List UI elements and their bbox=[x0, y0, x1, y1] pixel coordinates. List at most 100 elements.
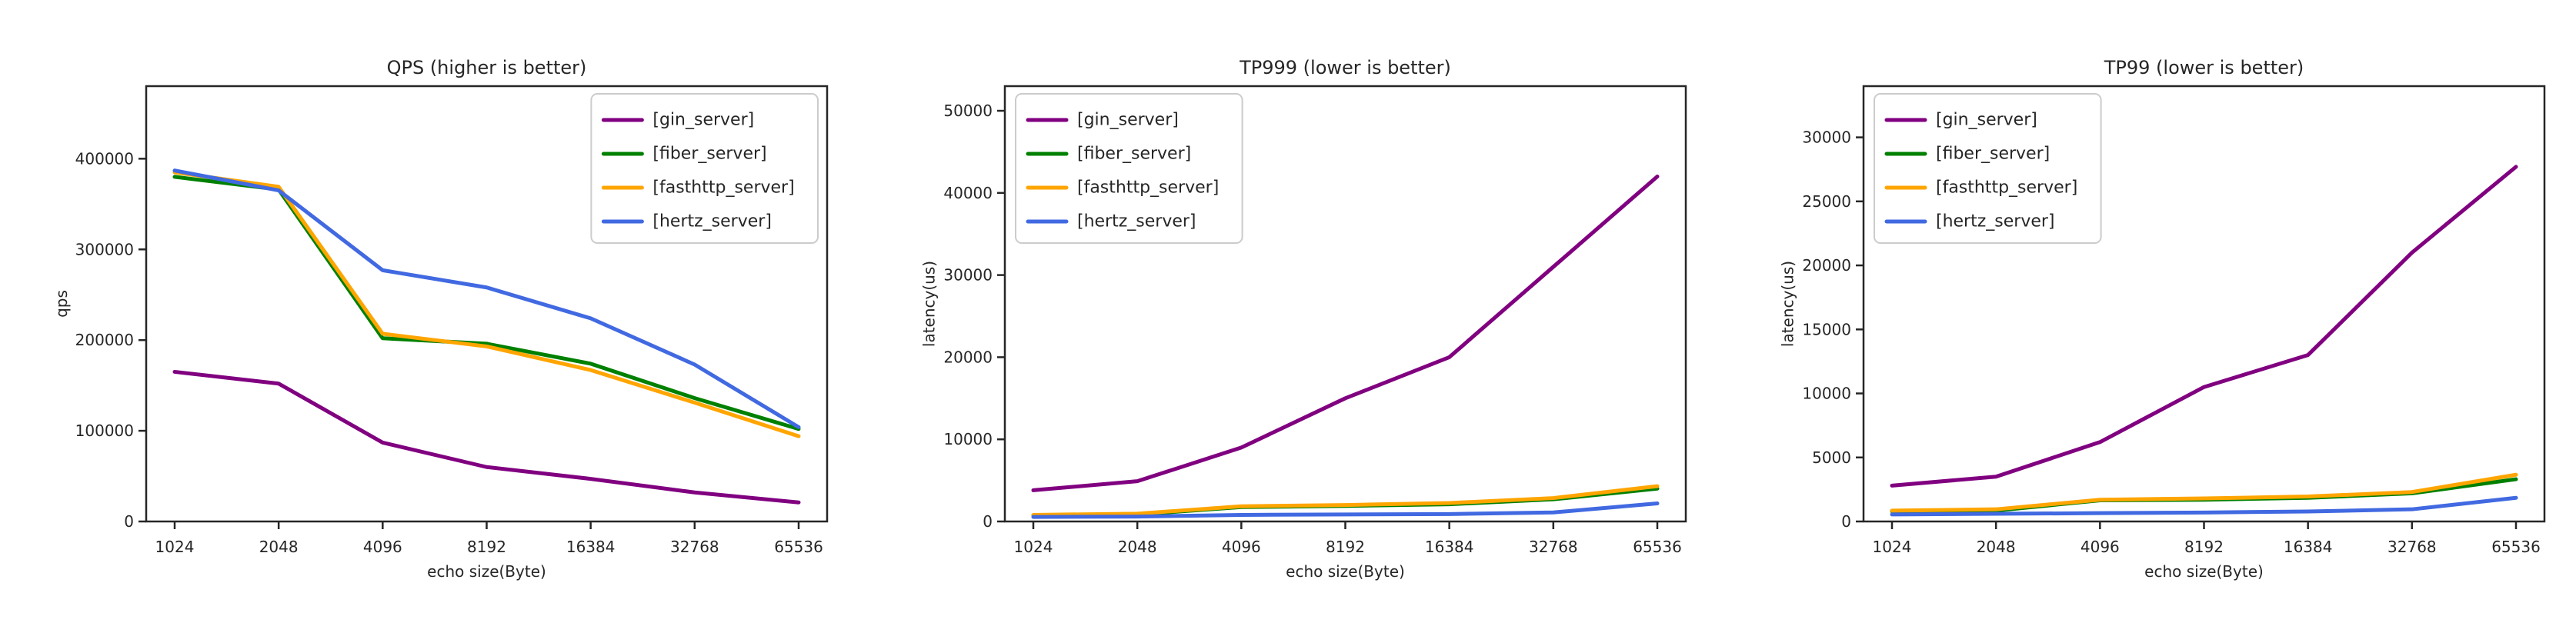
x-tick-label: 4096 bbox=[1222, 538, 1261, 556]
y-tick-label: 0 bbox=[983, 512, 993, 531]
chart-title: TP99 (lower is better) bbox=[2104, 57, 2304, 78]
x-axis-label: echo size(Byte) bbox=[2144, 562, 2264, 581]
tp999-chart: 0 10000 20000 30000 40000 50000 1024 2048 4096 81… bbox=[920, 57, 1687, 581]
x-axis: 1024 2048 4096 8192 16384 32768 65536 bbox=[1014, 521, 1682, 556]
y-axis-label: latency(us) bbox=[920, 261, 939, 347]
chart-title: TP999 (lower is better) bbox=[1239, 57, 1451, 78]
series-line-gin-server bbox=[172, 369, 801, 505]
legend-label: [hertz_server] bbox=[1077, 212, 1196, 232]
legend: [gin_server] [fiber_server] [fasthttp_serv… bbox=[1015, 93, 1243, 244]
y-tick-label: 20000 bbox=[1802, 256, 1851, 275]
x-tick-label: 1024 bbox=[155, 538, 195, 556]
legend-item-fiber-server: [fiber_server] bbox=[1884, 145, 2050, 164]
x-tick-label: 4096 bbox=[363, 538, 402, 556]
x-tick-label: 8192 bbox=[1326, 538, 1365, 556]
chart-panel-tp99: 0 5000 10000 15000 20000 25000 30000 1024 2048 40… bbox=[1717, 0, 2576, 623]
y-tick-label: 30000 bbox=[943, 266, 993, 285]
y-axis-label: latency(us) bbox=[1779, 261, 1797, 347]
y-tick-label: 100000 bbox=[75, 421, 134, 440]
legend-label: [fiber_server] bbox=[652, 145, 766, 164]
y-axis: 0 100000 200000 300000 400000 bbox=[75, 149, 146, 531]
y-axis: 0 10000 20000 30000 40000 50000 bbox=[943, 102, 1005, 531]
legend-item-gin-server: [gin_server] bbox=[1884, 111, 2037, 130]
legend-item-fasthttp-server: [fasthttp_server] bbox=[1026, 178, 1219, 198]
x-tick-label: 16384 bbox=[1425, 538, 1474, 556]
legend-label: [fasthttp_server] bbox=[652, 178, 794, 198]
x-tick-label: 1024 bbox=[1014, 538, 1053, 556]
legend-label: [gin_server] bbox=[1077, 111, 1179, 130]
legend-item-gin-server: [gin_server] bbox=[1026, 111, 1179, 130]
y-tick-label: 300000 bbox=[75, 240, 134, 258]
y-axis: 0 5000 10000 15000 20000 25000 30000 bbox=[1802, 128, 1864, 531]
x-tick-label: 8192 bbox=[2184, 538, 2224, 556]
legend-label: [hertz_server] bbox=[1936, 212, 2055, 232]
x-tick-label: 4096 bbox=[2080, 538, 2120, 556]
series-line-fasthttp-server bbox=[1890, 472, 2518, 513]
legend-item-gin-server: [gin_server] bbox=[601, 111, 754, 130]
x-tick-label: 16384 bbox=[566, 538, 616, 556]
series-line-gin-server bbox=[1031, 174, 1660, 492]
chart-title: QPS (higher is better) bbox=[387, 57, 587, 78]
legend-box bbox=[590, 93, 819, 244]
chart-panel-tp999: 0 10000 20000 30000 40000 50000 1024 2048 4096 81… bbox=[859, 0, 1717, 623]
qps-chart: 0 100000 200000 300000 400000 1024 2048 4096 819… bbox=[52, 57, 829, 581]
y-tick-label: 5000 bbox=[1812, 448, 1851, 467]
legend-label: [fiber_server] bbox=[1936, 145, 2050, 164]
series-line-gin-server bbox=[1890, 165, 2518, 488]
legend-item-hertz-server: [hertz_server] bbox=[1884, 212, 2055, 232]
y-tick-label: 0 bbox=[1841, 512, 1851, 531]
y-tick-label: 40000 bbox=[943, 184, 993, 202]
x-axis: 1024 2048 4096 8192 16384 32768 65536 bbox=[1873, 521, 2541, 556]
legend: [gin_server] [fiber_server] [fasthttp_serv… bbox=[590, 93, 819, 244]
x-tick-label: 1024 bbox=[1873, 538, 1912, 556]
legend-label: [gin_server] bbox=[652, 111, 754, 130]
legend-box bbox=[1874, 93, 2102, 244]
x-tick-label: 32768 bbox=[2387, 538, 2437, 556]
x-tick-label: 2048 bbox=[1977, 538, 2016, 556]
x-axis: 1024 2048 4096 8192 16384 32768 65536 bbox=[155, 521, 823, 556]
y-tick-label: 50000 bbox=[943, 102, 993, 120]
y-tick-label: 10000 bbox=[1802, 385, 1851, 403]
x-tick-label: 16384 bbox=[2284, 538, 2333, 556]
legend-item-hertz-server: [hertz_server] bbox=[1026, 212, 1196, 232]
y-tick-label: 200000 bbox=[75, 331, 134, 349]
x-tick-label: 65536 bbox=[774, 538, 823, 556]
legend-item-fasthttp-server: [fasthttp_server] bbox=[1884, 178, 2077, 198]
series-line-fasthttp-server bbox=[1031, 484, 1660, 517]
series-line-hertz-server bbox=[172, 168, 801, 429]
y-tick-label: 15000 bbox=[1802, 320, 1851, 338]
legend-item-fiber-server: [fiber_server] bbox=[1026, 145, 1191, 164]
legend: [gin_server] [fiber_server] [fasthttp_serv… bbox=[1874, 93, 2102, 244]
legend-label: [fasthttp_server] bbox=[1077, 178, 1219, 198]
x-tick-label: 2048 bbox=[1118, 538, 1157, 556]
legend-label: [fiber_server] bbox=[1077, 145, 1191, 164]
y-tick-label: 0 bbox=[124, 512, 134, 531]
x-tick-label: 65536 bbox=[2491, 538, 2541, 556]
y-axis-label: qps bbox=[52, 290, 71, 318]
x-tick-label: 2048 bbox=[259, 538, 299, 556]
x-tick-label: 65536 bbox=[1633, 538, 1682, 556]
legend-item-hertz-server: [hertz_server] bbox=[601, 212, 772, 232]
y-tick-label: 25000 bbox=[1802, 192, 1851, 211]
tp99-chart: 0 5000 10000 15000 20000 25000 30000 1024 2048 40… bbox=[1779, 57, 2546, 581]
series-line-hertz-server bbox=[1031, 501, 1660, 519]
chart-panel-qps: 0 100000 200000 300000 400000 1024 2048 4096 819… bbox=[0, 0, 859, 623]
legend-label: [fasthttp_server] bbox=[1936, 178, 2077, 198]
y-tick-label: 30000 bbox=[1802, 128, 1851, 147]
y-tick-label: 20000 bbox=[943, 348, 993, 366]
x-axis-label: echo size(Byte) bbox=[427, 562, 546, 581]
x-axis-label: echo size(Byte) bbox=[1286, 562, 1405, 581]
legend-item-fasthttp-server: [fasthttp_server] bbox=[601, 178, 795, 198]
legend-item-fiber-server: [fiber_server] bbox=[601, 145, 767, 164]
x-tick-label: 32768 bbox=[1529, 538, 1578, 556]
series-line-fasthttp-server bbox=[172, 170, 801, 438]
x-tick-label: 32768 bbox=[670, 538, 719, 556]
legend-label: [hertz_server] bbox=[652, 212, 772, 232]
series-line-hertz-server bbox=[1890, 495, 2518, 517]
y-tick-label: 10000 bbox=[943, 430, 993, 448]
legend-label: [gin_server] bbox=[1936, 111, 2037, 130]
x-tick-label: 8192 bbox=[467, 538, 506, 556]
y-tick-label: 400000 bbox=[75, 149, 134, 168]
legend-box bbox=[1015, 93, 1243, 244]
